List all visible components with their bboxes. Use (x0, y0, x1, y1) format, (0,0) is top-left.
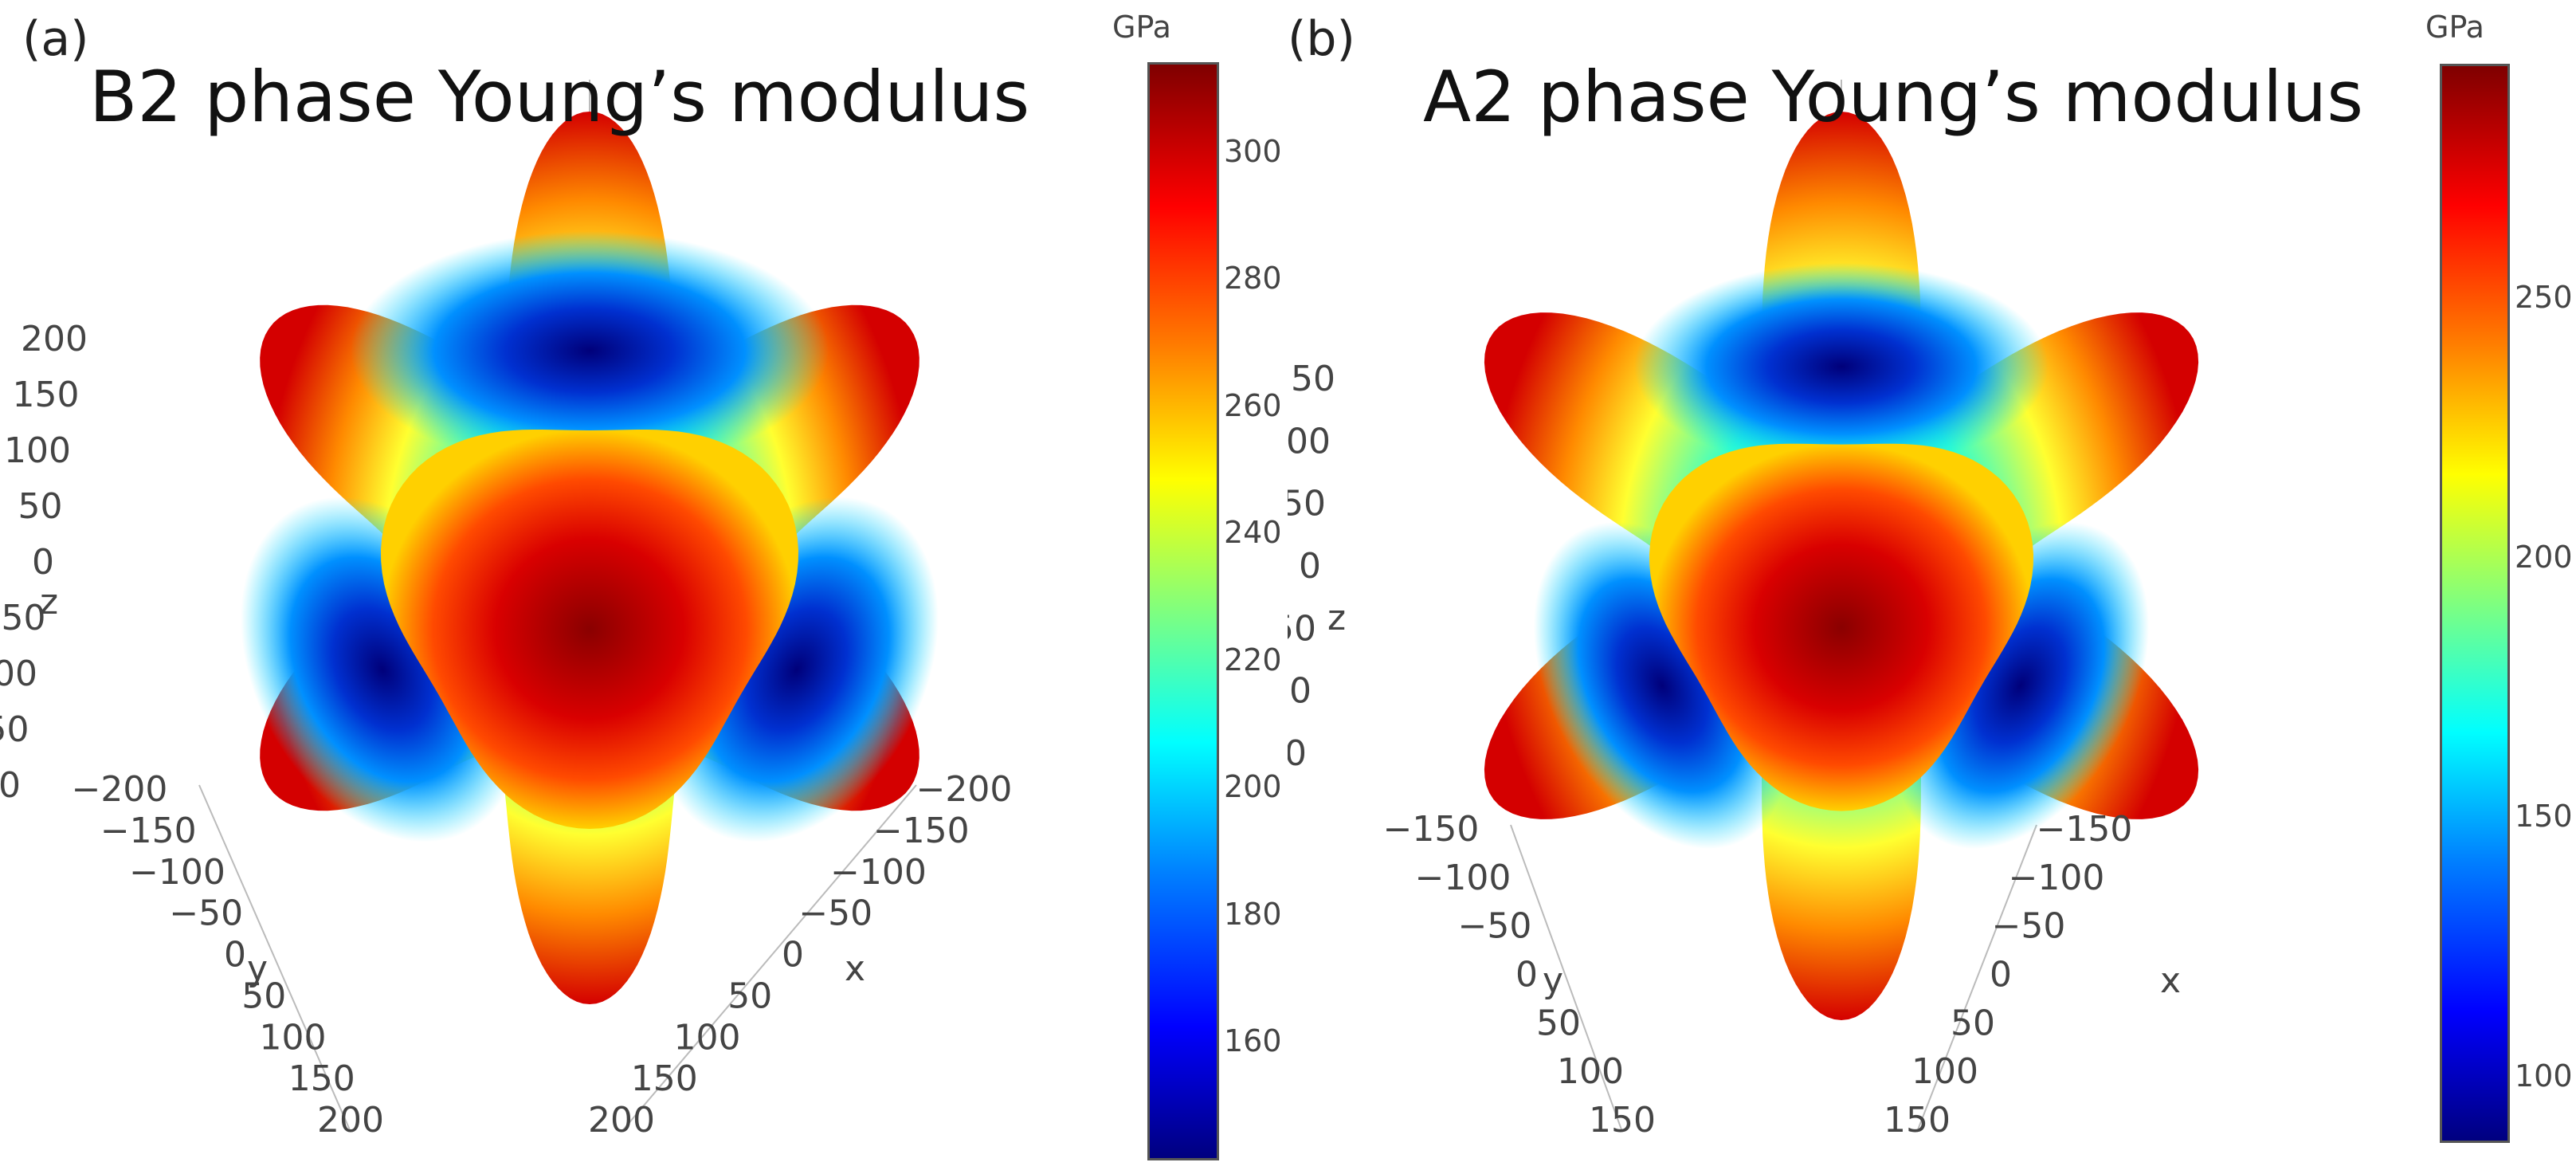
x-tick-label: 100 (674, 1017, 741, 1058)
y-tick-label: 200 (317, 1100, 384, 1141)
z-tick-label: 50 (18, 486, 63, 527)
y-tick-label: 100 (1557, 1051, 1624, 1092)
z-tick-label: 200 (21, 319, 88, 359)
z-tick-label: 0 (32, 542, 54, 583)
x-axis-label: x (2160, 960, 2181, 1001)
y-tick-label: −150 (100, 811, 197, 851)
x-tick-label: −100 (2009, 858, 2105, 898)
high-modulus-region (381, 430, 798, 829)
z-tick-label: −150 (1288, 733, 1307, 774)
colorbar-tick-label: 250 (2515, 280, 2573, 316)
y-tick-label: 150 (288, 1058, 355, 1099)
colorbar-tick-label: 300 (1224, 133, 1282, 169)
z-tick-label: −200 (0, 765, 21, 806)
colorbar-unit-b: GPa (2425, 10, 2484, 45)
y-tick-label: 50 (241, 976, 286, 1016)
x-tick-label: −150 (873, 811, 970, 851)
colorbar-tick-label: 200 (1224, 769, 1282, 805)
colorbar-tick-label: 220 (1224, 642, 1282, 677)
y-tick-label: −100 (129, 852, 225, 893)
chart-title-a: B2 phase Young’s modulus (89, 56, 1030, 138)
z-tick-label: −100 (0, 654, 37, 694)
colorbar-tick-label: 160 (1224, 1023, 1282, 1059)
z-tick-label: −150 (0, 709, 29, 750)
x-tick-label: 50 (727, 976, 772, 1016)
colorbar-a (1147, 62, 1219, 1160)
panel-b: 150 100 50 0 −50 −100 −150 z −150 −100 −50 0 50 100 15… (1288, 0, 2576, 1174)
y-tick-label: 50 (1536, 1003, 1581, 1043)
x-tick-label: 200 (588, 1100, 655, 1141)
colorbar-tick-label: 280 (1224, 261, 1282, 296)
surface-plot-b[interactable]: 150 100 50 0 −50 −100 −150 z −150 −100 −50 0 50 100 15… (1288, 0, 2576, 1174)
x-tick-label: 150 (1884, 1100, 1951, 1141)
y-tick-label: −50 (169, 893, 243, 934)
z-tick-label: −50 (1288, 608, 1316, 649)
y-tick-label: −100 (1415, 858, 1511, 898)
y-axis-label: y (247, 948, 268, 989)
colorbar-tick-label: 240 (1224, 515, 1282, 551)
x-tick-label: 0 (1990, 955, 2012, 995)
panel-a: 200150100500−50−100−150−200z−200−150−100… (0, 0, 1288, 1174)
z-axis-label: z (1327, 598, 1346, 638)
z-tick-label: −50 (0, 598, 46, 638)
panel-label-a: (a) (22, 11, 89, 67)
colorbar-b (2440, 64, 2510, 1143)
z-tick-label: 150 (1288, 359, 1335, 399)
x-tick-label: −200 (916, 769, 1013, 810)
chart-title-b: A2 phase Young’s modulus (1423, 56, 2364, 138)
low-modulus-region (1634, 263, 2049, 470)
high-modulus-region (1649, 443, 2033, 811)
y-tick-label: 0 (224, 935, 246, 976)
z-tick-label: 100 (4, 430, 71, 471)
x-tick-label: −50 (798, 893, 872, 934)
y-tick-label: −200 (72, 769, 168, 810)
colorbar-tick-label: 260 (1224, 387, 1282, 423)
z-tick-label: 0 (1299, 546, 1321, 587)
colorbar-tick-label: 100 (2515, 1058, 2573, 1094)
x-tick-label: 0 (782, 935, 804, 976)
x-tick-label: −50 (1992, 906, 2066, 947)
x-tick-label: 150 (631, 1058, 698, 1099)
y-tick-label: 100 (260, 1017, 327, 1058)
x-tick-label: 50 (1951, 1003, 1995, 1043)
y-tick-label: 150 (1589, 1100, 1656, 1141)
y-tick-label: 0 (1515, 955, 1538, 995)
y-tick-label: −50 (1458, 906, 1532, 947)
colorbar-unit-a: GPa (1112, 10, 1171, 45)
y-axis-label: y (1543, 960, 1563, 1001)
x-tick-label: −150 (2037, 809, 2133, 850)
y-tick-label: −150 (1383, 809, 1480, 850)
z-tick-label: 50 (1288, 484, 1326, 524)
x-tick-label: −100 (830, 852, 927, 893)
z-tick-label: 100 (1288, 421, 1331, 461)
colorbar-tick-label: 180 (1224, 896, 1282, 932)
x-tick-label: 100 (1911, 1051, 1978, 1092)
z-tick-label: 150 (13, 375, 80, 415)
surface-plot-a[interactable]: 200150100500−50−100−150−200z−200−150−100… (0, 0, 1288, 1174)
colorbar-tick-label: 150 (2515, 799, 2573, 834)
z-tick-label: −100 (1288, 671, 1312, 712)
panel-label-b: (b) (1288, 11, 1355, 67)
z-axis-label: z (40, 582, 58, 622)
low-modulus-region (351, 231, 829, 470)
colorbar-tick-label: 200 (2515, 539, 2573, 575)
x-axis-label: x (845, 948, 865, 989)
